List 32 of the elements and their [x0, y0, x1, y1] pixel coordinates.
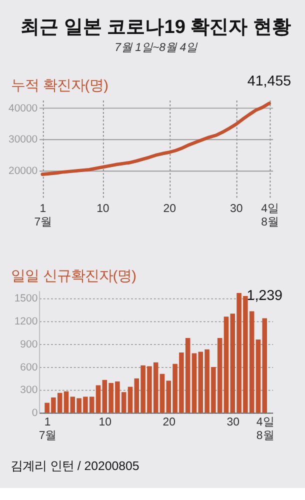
x-tick-label: 10	[98, 416, 112, 429]
y-tick-label: 900	[20, 339, 38, 350]
y-tick-label: 1200	[14, 316, 38, 328]
x-tick-label: 10	[96, 203, 110, 216]
y-tick-label: 0	[32, 408, 38, 420]
x-tick-label: 1 7월	[38, 416, 56, 442]
y-axis-title: 일일 신규확진자(명)	[10, 268, 136, 285]
x-tick-label: 20	[163, 203, 176, 216]
text: 김계리 인턴 / 20200805	[10, 458, 140, 473]
bar	[128, 386, 133, 413]
x-tick-label: 20	[162, 416, 176, 429]
chart-title: 최근 일본 코로나19 확진자 현황	[20, 16, 292, 38]
annotation: 41,455	[247, 73, 292, 90]
x-tick-label: 30	[226, 416, 240, 429]
x-tick-label: 4일 8월	[261, 203, 278, 228]
y-tick-label: 20000	[8, 166, 38, 178]
bar	[96, 385, 101, 413]
y-tick-label: 40000	[8, 103, 38, 114]
x-tick-label: 30	[230, 203, 243, 216]
y-tick-label: 600	[20, 362, 38, 374]
line-series	[40, 102, 271, 176]
y-tick-label: 1500	[14, 294, 38, 305]
y-tick-label: 30000	[8, 134, 38, 146]
bar	[192, 353, 197, 413]
x-tick-label: 1 7월	[34, 203, 52, 228]
annotation: 1,239	[246, 288, 283, 304]
y-axis-title: 누적 확진자(명)	[10, 78, 108, 94]
y-tick-label: 300	[20, 385, 38, 396]
chart-subtitle: 7월 1일~8월 4일	[114, 42, 198, 54]
bar	[160, 374, 165, 413]
bar	[64, 391, 69, 413]
x-tick-label: 4일 8월	[256, 416, 274, 442]
